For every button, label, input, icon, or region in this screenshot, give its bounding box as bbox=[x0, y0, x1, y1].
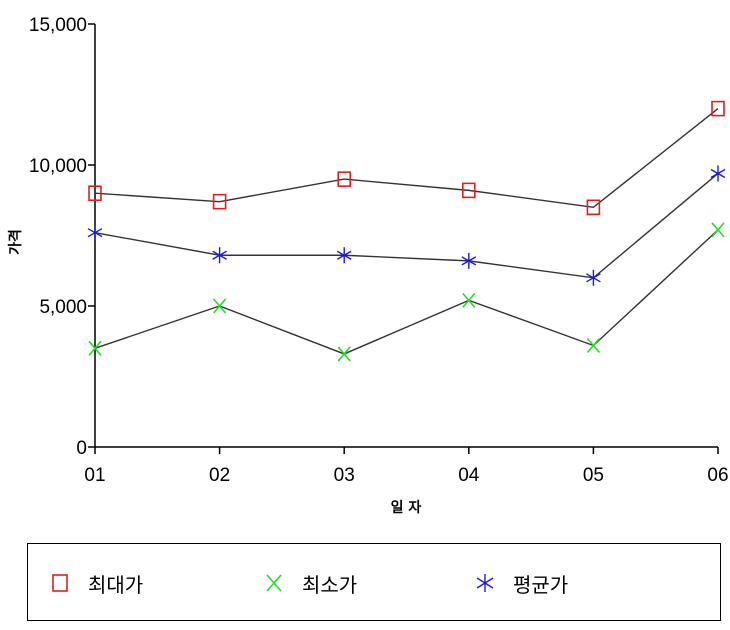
y-tick-label: 5,000 bbox=[39, 297, 87, 318]
data-point bbox=[710, 165, 726, 182]
y-tick-label: 0 bbox=[76, 438, 87, 459]
legend-item-max: 최대가 bbox=[50, 544, 143, 622]
y-tick-label: 10,000 bbox=[29, 156, 87, 177]
legend-label-max: 최대가 bbox=[88, 572, 144, 597]
line-chart: 0 5,000 10,000 15,000 01 02 03 04 05 06 일 자 가격 bbox=[7, 15, 729, 516]
series-markers bbox=[87, 100, 726, 362]
data-point bbox=[88, 340, 102, 356]
data-point bbox=[461, 182, 476, 199]
asterisk-marker-icon bbox=[476, 574, 494, 592]
legend-label-min: 최소가 bbox=[302, 572, 358, 597]
data-point bbox=[337, 346, 351, 362]
y-tick-label: 15,000 bbox=[29, 15, 87, 36]
legend-item-avg: 평균가 bbox=[475, 544, 568, 622]
axes bbox=[94, 24, 718, 448]
x-ticks: 01 02 03 04 05 06 bbox=[84, 447, 729, 486]
x-tick-label: 01 bbox=[84, 465, 105, 486]
legend: 최대가 최소가 평균가 bbox=[27, 543, 721, 621]
x-tick-label: 03 bbox=[334, 465, 355, 486]
x-marker-icon bbox=[266, 574, 282, 592]
data-point bbox=[212, 298, 227, 314]
x-axis-title: 일 자 bbox=[391, 500, 422, 516]
data-point bbox=[87, 224, 103, 241]
x-tick-label: 04 bbox=[458, 465, 480, 486]
data-point bbox=[711, 100, 725, 117]
series-line-0 bbox=[94, 108, 719, 209]
data-point bbox=[461, 252, 477, 269]
series-line-2 bbox=[94, 172, 719, 279]
data-point bbox=[711, 222, 725, 238]
y-axis-title: 가격 bbox=[7, 229, 24, 255]
x-tick-label: 05 bbox=[583, 465, 604, 486]
data-point bbox=[586, 199, 601, 216]
legend-item-min: 최소가 bbox=[264, 544, 357, 622]
data-point bbox=[462, 292, 476, 308]
square-marker-icon bbox=[52, 574, 68, 592]
series-line-1 bbox=[94, 229, 719, 355]
data-point bbox=[336, 247, 352, 264]
data-point bbox=[212, 193, 227, 210]
data-point bbox=[586, 337, 601, 354]
data-point bbox=[212, 247, 227, 264]
x-tick-label: 02 bbox=[209, 465, 230, 486]
series-lines bbox=[94, 108, 719, 355]
x-tick-label: 06 bbox=[707, 465, 728, 486]
data-point bbox=[88, 185, 102, 201]
legend-label-avg: 평균가 bbox=[513, 572, 569, 597]
y-ticks: 0 5,000 10,000 15,000 bbox=[29, 15, 95, 459]
data-point bbox=[586, 269, 601, 286]
data-point bbox=[337, 171, 352, 187]
